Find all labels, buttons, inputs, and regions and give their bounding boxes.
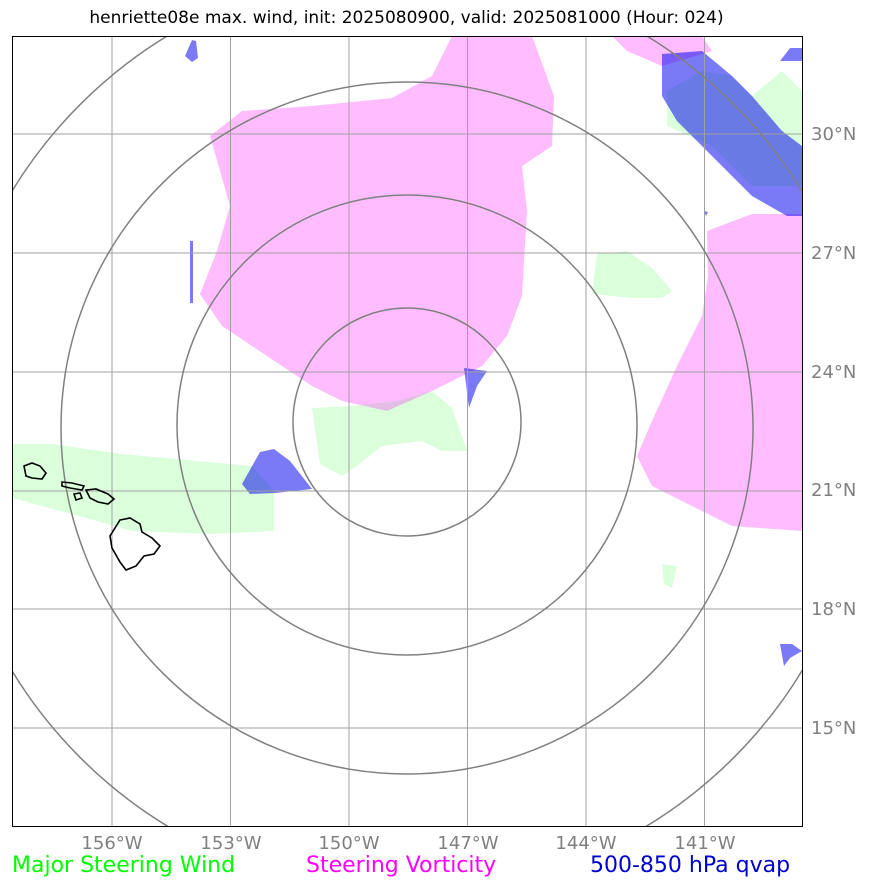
lat-label-18n: 18°N [811, 599, 857, 620]
lon-label-141w: 141°W [674, 833, 736, 854]
graticule [12, 36, 803, 827]
legend-steering-wind: Major Steering Wind [12, 853, 236, 878]
lon-label-147w: 147°W [437, 833, 499, 854]
map-title: henriette08e max. wind, init: 2025080900… [89, 8, 724, 28]
map-panel [12, 36, 803, 827]
range-rings [12, 36, 803, 827]
lon-label-144w: 144°W [555, 833, 617, 854]
lat-label-24n: 24°N [811, 362, 857, 383]
map-frame [12, 36, 803, 827]
lon-label-156w: 156°W [81, 833, 143, 854]
lon-label-150w: 150°W [318, 833, 380, 854]
coastline [23, 462, 162, 571]
lon-label-153w: 153°W [200, 833, 262, 854]
legend-qvap: 500-850 hPa qvap [590, 853, 791, 878]
lat-label-15n: 15°N [811, 718, 857, 739]
lat-label-30n: 30°N [811, 124, 857, 145]
legend-steering-vorticity: Steering Vorticity [306, 853, 497, 878]
lat-label-27n: 27°N [811, 243, 857, 264]
lat-label-21n: 21°N [811, 480, 857, 501]
